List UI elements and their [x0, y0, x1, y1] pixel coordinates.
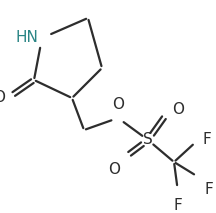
Text: S: S — [143, 132, 153, 147]
Text: F: F — [174, 198, 182, 213]
Text: O: O — [108, 162, 120, 177]
Text: F: F — [202, 132, 211, 147]
Text: O: O — [172, 102, 184, 117]
Text: HN: HN — [15, 30, 38, 46]
Text: O: O — [112, 97, 124, 112]
Text: O: O — [0, 91, 5, 105]
Text: F: F — [204, 182, 213, 197]
